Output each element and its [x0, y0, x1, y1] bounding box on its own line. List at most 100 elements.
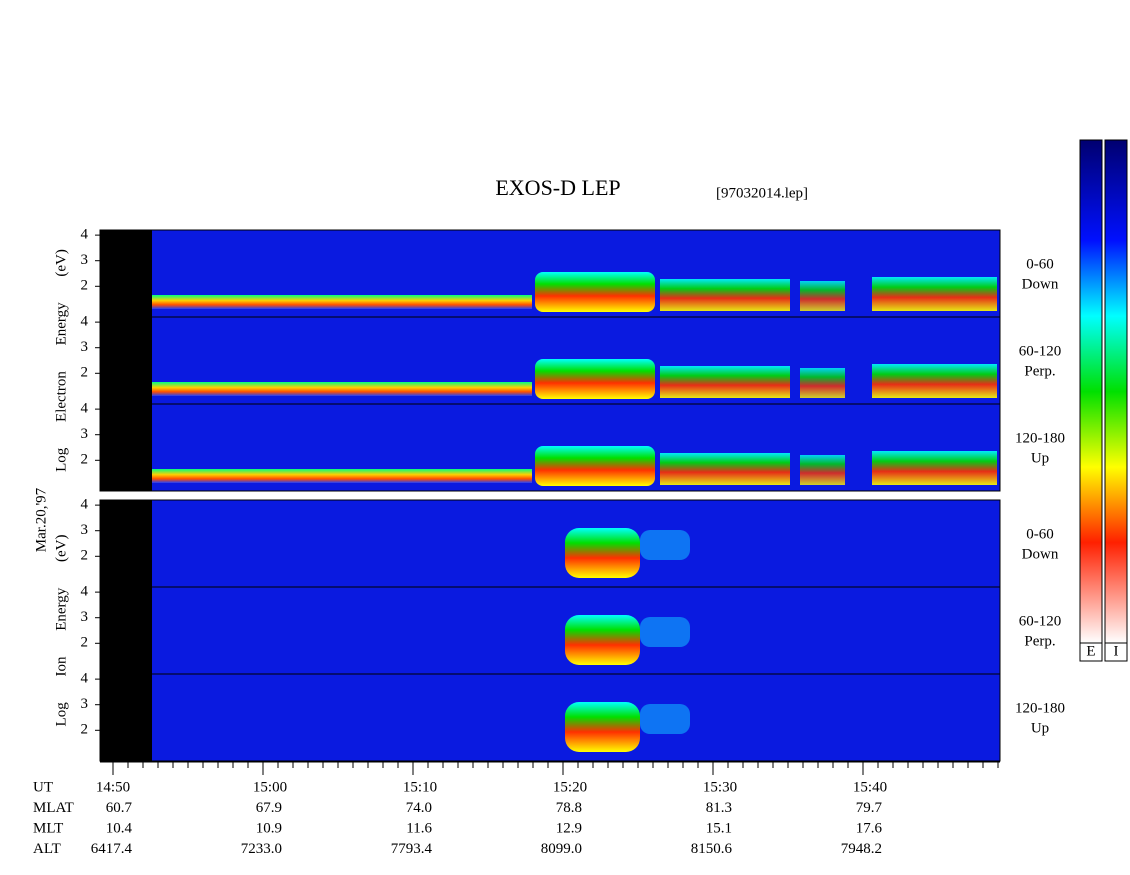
row-value: 7793.4 [391, 841, 433, 857]
row-value: 81.3 [706, 800, 732, 816]
row-label: ALT [33, 841, 61, 857]
y-axis-label: Log Ion Energy (eV) [53, 535, 69, 727]
time-label: 15:40 [853, 779, 887, 795]
flux-region [660, 279, 790, 311]
row-value: 17.6 [856, 820, 883, 836]
y-tick-label: 4 [81, 584, 89, 600]
time-label: 15:20 [553, 779, 587, 795]
flux-region [565, 528, 640, 578]
row-value: 15.1 [706, 820, 732, 836]
row-value: 60.7 [106, 800, 133, 816]
flux-region [640, 704, 690, 734]
y-tick-label: 2 [81, 452, 89, 468]
flux-region [535, 272, 655, 312]
row-value: 12.9 [556, 820, 582, 836]
y-tick-label: 3 [81, 522, 89, 538]
y-tick-label: 3 [81, 426, 89, 442]
time-label: 15:00 [253, 779, 287, 795]
flux-region [800, 455, 845, 485]
row-label: MLT [33, 820, 63, 836]
flux-region [535, 359, 655, 399]
flux-band [152, 295, 532, 309]
row-value: 79.7 [856, 800, 883, 816]
row-value: 78.8 [556, 800, 582, 816]
row-value: 67.9 [256, 800, 282, 816]
flux-region [872, 277, 997, 311]
data-gap [100, 230, 152, 317]
spectrogram-panel [99, 673, 1001, 762]
panel-label: 120-180 [1015, 430, 1065, 446]
row-value: 74.0 [406, 800, 432, 816]
y-tick-label: 2 [81, 548, 89, 564]
row-value: 8099.0 [541, 841, 582, 857]
row-value: 10.4 [106, 820, 133, 836]
colorbar-e [1079, 139, 1103, 644]
data-gap [100, 404, 152, 491]
y-tick-label: 4 [81, 227, 89, 243]
flux-region [565, 702, 640, 752]
panel-label: 60-120 [1019, 343, 1062, 359]
colorbar-label-box [1079, 642, 1103, 662]
time-label: 15:10 [403, 779, 437, 795]
panel-label: 0-60 [1026, 256, 1054, 272]
data-gap [100, 587, 152, 674]
flux-region [872, 451, 997, 485]
time-label: 14:50 [96, 779, 130, 795]
spectrogram-panel [99, 499, 1001, 588]
row-value: 7233.0 [241, 841, 282, 857]
time-label: 15:30 [703, 779, 737, 795]
y-tick-label: 2 [81, 365, 89, 381]
y-tick-label: 4 [81, 314, 89, 330]
flux-region [565, 615, 640, 665]
flux-region [872, 364, 997, 398]
data-gap [100, 500, 152, 587]
y-tick-label: 2 [81, 278, 89, 294]
row-value: 11.6 [406, 820, 432, 836]
file-name: [97032014.lep] [716, 185, 808, 201]
date: Mar.20,'97 [33, 487, 49, 552]
flux-region [660, 366, 790, 398]
row-value: 6417.4 [91, 841, 133, 857]
panel-label: 0-60 [1026, 526, 1054, 542]
flux-band [152, 469, 532, 483]
row-value: 8150.6 [691, 841, 733, 857]
flux-region [640, 617, 690, 647]
colorbar-i [1104, 139, 1128, 644]
flux-band [152, 382, 532, 396]
data-gap [100, 317, 152, 404]
panel-sublabel: Perp. [1024, 363, 1055, 379]
y-tick-label: 3 [81, 252, 89, 268]
flux-region [800, 281, 845, 311]
panel-label: 60-120 [1019, 613, 1062, 629]
y-tick-label: 2 [81, 722, 89, 738]
y-axis-label: Log Electron Energy (eV) [53, 249, 69, 472]
panel-sublabel: Up [1031, 450, 1049, 466]
colorbar-label: E [1086, 643, 1095, 659]
y-tick-label: 3 [81, 696, 89, 712]
flux-region [800, 368, 845, 398]
row-label: MLAT [33, 800, 74, 816]
y-tick-label: 2 [81, 635, 89, 651]
y-tick-label: 4 [81, 497, 89, 513]
row-label: UT [33, 779, 53, 795]
title: EXOS-D LEP [495, 175, 620, 200]
data-gap [100, 674, 152, 761]
colorbar-label-box [1104, 642, 1128, 662]
flux-region [660, 453, 790, 485]
y-tick-label: 3 [81, 339, 89, 355]
row-value: 7948.2 [841, 841, 882, 857]
colorbar-label: I [1114, 643, 1119, 659]
panel-sublabel: Perp. [1024, 633, 1055, 649]
y-tick-label: 4 [81, 401, 89, 417]
flux-region [640, 530, 690, 560]
panel-sublabel: Up [1031, 720, 1049, 736]
y-tick-label: 3 [81, 609, 89, 625]
flux-region [535, 446, 655, 486]
panel-label: 120-180 [1015, 700, 1065, 716]
row-value: 10.9 [256, 820, 282, 836]
panel-sublabel: Down [1022, 276, 1059, 292]
y-tick-label: 4 [81, 671, 89, 687]
panel-sublabel: Down [1022, 546, 1059, 562]
